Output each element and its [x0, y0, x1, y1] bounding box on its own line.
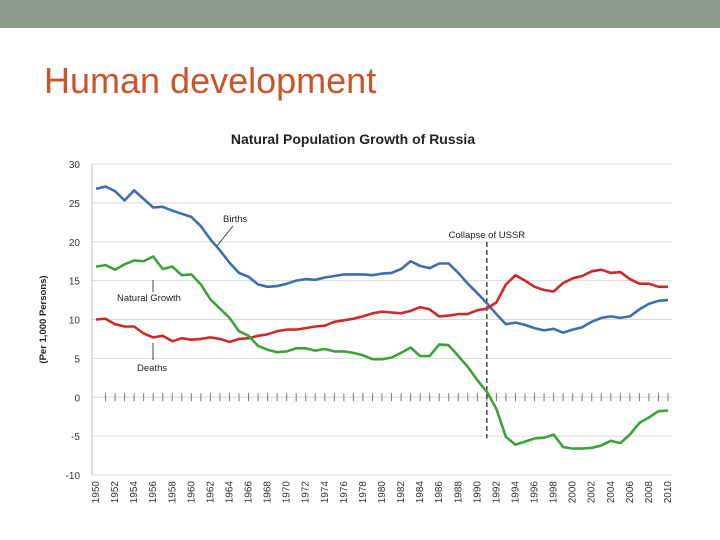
births-line	[95, 185, 669, 335]
y-tick-label: 10	[69, 316, 81, 327]
births-leader	[216, 225, 234, 247]
x-tick-label: 1972	[301, 481, 312, 504]
natural-growth-annotation: Natural Growth	[117, 293, 181, 304]
x-tick-label: 1954	[129, 481, 140, 504]
x-tick-label: 1964	[224, 481, 235, 504]
deaths-line	[95, 268, 668, 344]
y-tick-label: 20	[69, 238, 81, 249]
x-tick-label: 2008	[644, 481, 655, 504]
y-tick-label: 25	[69, 199, 81, 210]
plot-area: 30 25 20 15 10 5 0 -5 -10 1950 1952 1954 1956 1958 196…	[66, 160, 674, 503]
top-decoration-bar	[0, 0, 720, 28]
x-tick-label: 2002	[587, 481, 598, 504]
x-tick-label: 2006	[625, 481, 636, 504]
x-tick-label: 1990	[472, 481, 483, 504]
x-tick-label: 1952	[110, 481, 121, 504]
y-tick-label: 5	[74, 354, 80, 365]
y-axis-label: (Per 1,000 Persons)	[38, 275, 49, 363]
x-tick-label: 1988	[453, 481, 464, 504]
x-tick-label: 2004	[606, 481, 617, 504]
x-tick-label: 1986	[434, 481, 445, 504]
births-annotation: Births	[223, 214, 248, 225]
x-tick-label: 1974	[320, 481, 331, 504]
x-tick-label: 1966	[244, 481, 255, 504]
deaths-annotation: Deaths	[137, 363, 167, 374]
x-tick-label: 1960	[186, 481, 197, 504]
y-tick-label: 30	[69, 160, 81, 171]
x-tick-label: 1996	[530, 481, 541, 504]
x-tick-label: 2010	[663, 481, 674, 504]
x-tick-label: 1968	[263, 481, 274, 504]
x-tick-label: 1984	[415, 481, 426, 504]
x-tick-label: 1956	[148, 481, 159, 504]
y-tick-label: 15	[69, 277, 81, 288]
y-tick-label: -10	[66, 471, 81, 482]
x-tick-label: 1976	[339, 481, 350, 504]
slide-title: Human development	[44, 60, 377, 101]
chart-title: Natural Population Growth of Russia	[231, 131, 475, 147]
x-tick-label: 1992	[491, 481, 502, 504]
x-tick-label: 1980	[377, 481, 388, 504]
x-tick-label: 1998	[549, 481, 560, 504]
x-tick-label: 1970	[282, 481, 293, 504]
x-tick-label: 1950	[91, 481, 102, 504]
x-tick-label: 1958	[167, 481, 178, 504]
x-tick-label: 1982	[396, 481, 407, 504]
x-tick-label: 1978	[358, 481, 369, 504]
y-tick-label: -5	[71, 432, 80, 443]
x-tick-label: 1962	[205, 481, 216, 504]
y-tick-label: 0	[74, 393, 80, 404]
x-tick-label: 2000	[568, 481, 579, 504]
collapse-ussr-annotation: Collapse of USSR	[449, 230, 526, 241]
x-tick-label: 1994	[510, 481, 521, 504]
natural-growth-line	[95, 255, 669, 450]
